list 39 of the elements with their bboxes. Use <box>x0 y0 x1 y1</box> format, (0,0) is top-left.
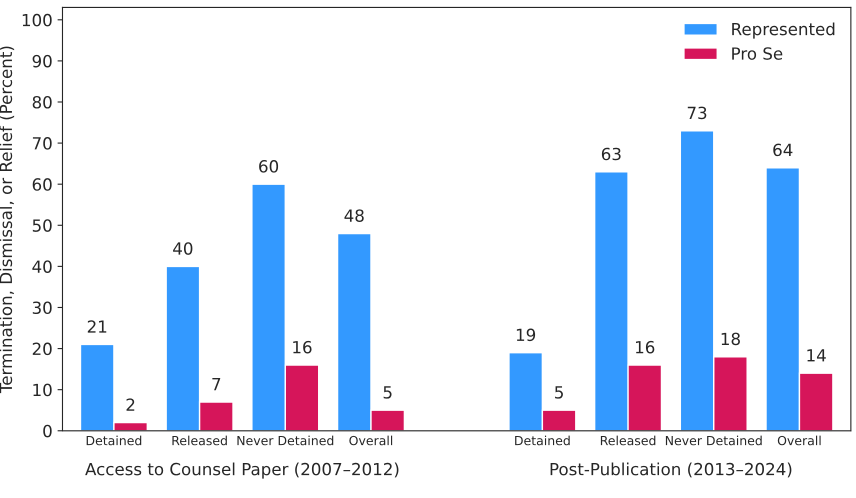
x-tick-label: Overall <box>778 436 821 446</box>
data-label: 7 <box>212 378 220 390</box>
legend-label: Represented <box>732 22 834 39</box>
y-tick-label: 90 <box>32 54 52 68</box>
data-label: 14 <box>807 349 826 362</box>
x-tick-label: Detained <box>515 436 570 446</box>
x-tick-label: Detained <box>86 436 142 446</box>
y-tick-label: 60 <box>32 178 52 191</box>
data-label: 19 <box>516 328 536 342</box>
x-tick-label: Never Detained <box>237 436 334 446</box>
text: Access to Counsel Paper (2007–2012) <box>85 462 398 479</box>
data-label: 60 <box>259 160 278 173</box>
data-label: 63 <box>602 148 621 160</box>
data-label: 5 <box>384 386 392 399</box>
legend-label: Pro Se <box>732 47 782 60</box>
y-tick-label: 0 <box>43 424 52 438</box>
x-tick-label: Never Detained <box>666 436 762 446</box>
x-tick-label: Released <box>600 436 656 446</box>
y-tick-label: 10 <box>33 384 52 396</box>
y-tick-label: 100 <box>22 14 52 26</box>
data-label: 18 <box>722 332 740 346</box>
x-tick-label: Overall <box>349 436 392 446</box>
y-tick-label: 30 <box>32 301 52 314</box>
y-tick-label: 50 <box>32 219 52 232</box>
data-label: 2 <box>126 398 134 411</box>
y-tick-label: 80 <box>32 96 52 109</box>
data-label: 16 <box>293 340 312 354</box>
y-tick-label: 40 <box>32 260 52 273</box>
data-label: 21 <box>88 320 106 333</box>
data-label: 40 <box>173 242 192 255</box>
data-label: 16 <box>636 340 654 354</box>
data-label: 48 <box>344 209 364 222</box>
data-label: 64 <box>773 144 792 156</box>
y-tick-label: 70 <box>32 137 52 150</box>
text: Post-Publication (2013–2024) <box>550 462 792 478</box>
y-tick-label: 20 <box>32 342 52 356</box>
data-label: 5 <box>555 386 563 399</box>
data-label: 73 <box>688 106 706 120</box>
x-tick-label: Released <box>172 436 227 446</box>
